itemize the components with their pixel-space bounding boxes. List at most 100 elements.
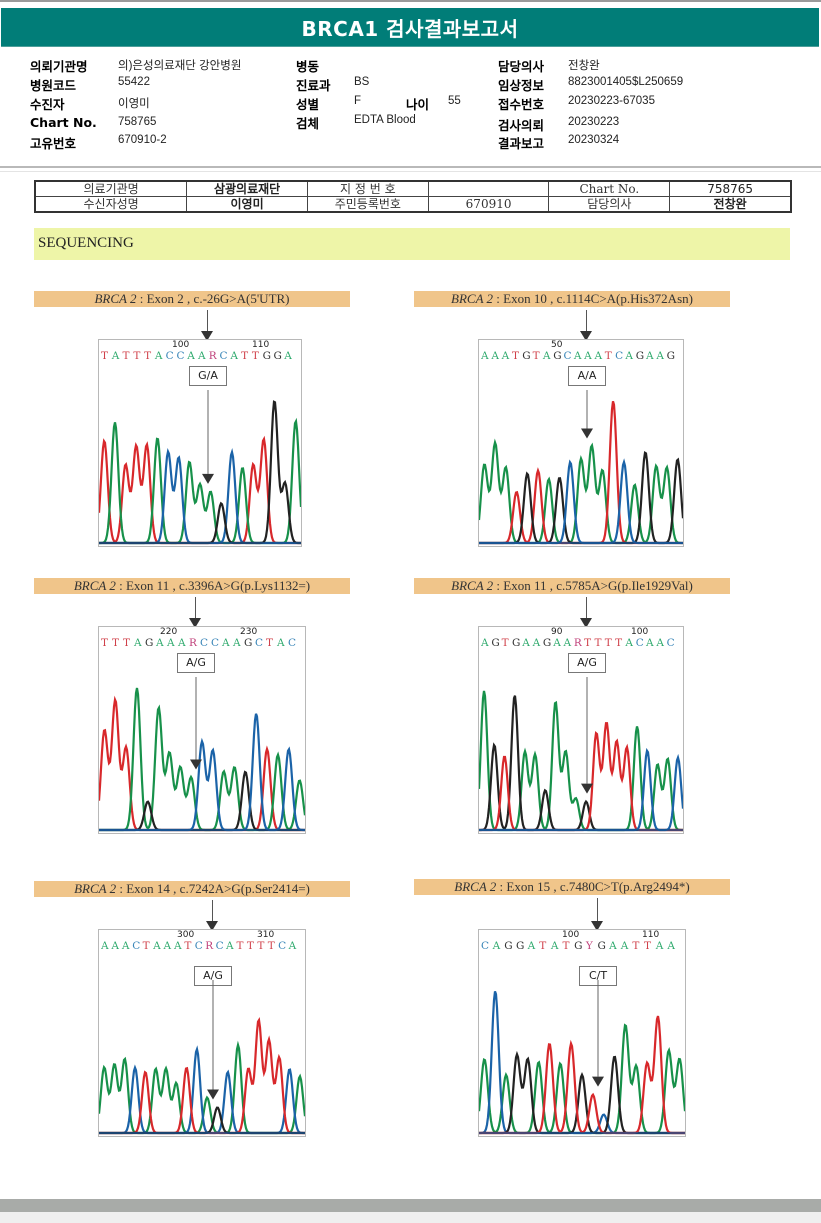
trace-plot [99, 677, 305, 832]
sex-label: 성별 [296, 97, 320, 112]
base-letter: G [553, 350, 562, 362]
base-letter: A [491, 350, 499, 362]
base-letter: A [527, 940, 536, 952]
arrow-down-icon [580, 331, 592, 341]
variant-arrow-icon [202, 473, 214, 484]
base-letter: T [123, 637, 131, 649]
base-letter: A [609, 940, 617, 952]
table-cell: 의료기관명 [34, 180, 188, 197]
base-letter: T [594, 637, 602, 649]
variant-panel: BRCA 2 : Exon 10 , c.1114C>A(p.His372Asn… [414, 291, 744, 561]
report-date-value: 20230324 [568, 134, 620, 146]
position-tick: 110 [252, 340, 270, 350]
table-cell: 주민등록번호 [306, 196, 429, 213]
pointer-line [586, 597, 587, 619]
chromatogram: 220 230 T T T A G A A A R C C A A G C T A C A/G [98, 626, 306, 834]
genotype-call: A/G [177, 653, 215, 673]
receipt-no-value: 20230223-67035 [568, 95, 655, 107]
table-cell: 지 정 번 호 [306, 180, 429, 197]
base-letter: A [532, 637, 541, 649]
variant-panel: BRCA 2 : Exon 14 , c.7242A>G(p.Ser2414=)… [34, 881, 364, 1151]
base-letter: A [230, 350, 238, 362]
base-letter: G [542, 637, 552, 649]
base-letter: G [515, 940, 525, 952]
base-letter: A [501, 350, 510, 362]
sex-value: F [354, 95, 362, 107]
genotype-call: C/T [579, 966, 617, 986]
specimen-label: 검체 [296, 116, 320, 131]
table-cell: Chart No. [548, 180, 671, 197]
base-letter: G [522, 350, 531, 362]
base-letter: G [145, 637, 154, 649]
chart-no-value: 758765 [118, 116, 157, 128]
gene-name: BRCA 2 [451, 578, 494, 593]
base-letter: C [666, 637, 675, 649]
base-letter: C [481, 940, 490, 952]
patient-info: 의뢰기관명 의)은성의료재단 강안병원 병원코드 55422 수진자 이영미 C… [0, 56, 821, 156]
base-letter: A [111, 350, 120, 362]
chromatogram: 100 110 T A T T T A C C A A R C A T T G G A G/A [98, 339, 302, 547]
variant-caption: BRCA 2 : Exon 15 , c.7480C>T(p.Arg2494*) [414, 879, 730, 895]
table-cell: 담당의사 [548, 196, 671, 213]
base-letter: T [604, 637, 612, 649]
table-cell: 전창완 [669, 196, 792, 213]
position-tick: 100 [562, 930, 580, 940]
base-letter: Y [585, 940, 593, 952]
base-letter: T [241, 350, 249, 362]
arrow-down-icon [591, 921, 603, 931]
base-letter: G [262, 350, 272, 362]
base-letter: T [144, 350, 152, 362]
genotype-call: G/A [189, 366, 227, 386]
table-cell: 670910 [427, 196, 550, 213]
base-letter: T [615, 637, 623, 649]
position-tick: 220 [160, 627, 178, 637]
base-letter: A [288, 940, 297, 952]
base-letter: A [481, 637, 489, 649]
report-date-label: 결과보고 [498, 136, 545, 151]
variant-arrow-icon [207, 1089, 219, 1100]
footer-bar [0, 1199, 821, 1212]
base-letter: A [111, 940, 119, 952]
variant-panel: BRCA 2 : Exon 11 , c.3396A>G(p.Lys1132=)… [34, 578, 364, 848]
hospital-code-value: 55422 [118, 76, 150, 88]
trace-plot [99, 980, 305, 1135]
base-letter: A [173, 940, 182, 952]
variant-caption: BRCA 2 : Exon 11 , c.5785A>G(p.Ile1929Va… [414, 578, 730, 594]
position-tick: 110 [642, 930, 660, 940]
trace-plot [479, 677, 683, 832]
variant-arrow-icon [581, 783, 593, 794]
position-tick: 90 [551, 627, 563, 637]
receipt-no-label: 접수번호 [498, 97, 545, 112]
arrow-down-icon [201, 331, 213, 341]
base-letter: A [153, 940, 161, 952]
recipient-label: 수진자 [30, 97, 65, 112]
variant-caption: BRCA 2 : Exon 11 , c.3396A>G(p.Lys1132=) [34, 578, 350, 594]
base-letter: R [573, 637, 582, 649]
base-letter: A [656, 637, 664, 649]
base-letter: T [101, 350, 109, 362]
base-letter: C [563, 350, 572, 362]
table-cell: 삼광의료재단 [186, 180, 308, 197]
base-letter: G [491, 637, 500, 649]
gene-name: BRCA 2 [74, 881, 117, 896]
base-letter: A [594, 350, 603, 362]
base-letter: C [615, 350, 624, 362]
institution-value: 의)은성의료재단 강안병원 [118, 60, 242, 72]
divider [0, 171, 821, 172]
specimen-value: EDTA Blood [354, 114, 416, 126]
base-letter: C [132, 940, 141, 952]
position-tick: 310 [257, 930, 275, 940]
variant-panel: BRCA 2 : Exon 2 , c.-26G>A(5'UTR) 100 110 T… [34, 291, 364, 561]
base-letter: A [121, 940, 130, 952]
pointer-line [212, 900, 213, 922]
base-letter: T [562, 940, 570, 952]
base-letter: R [205, 940, 214, 952]
base-letter: T [133, 350, 141, 362]
base-letter: C [194, 940, 203, 952]
report-title: BRCA1 검사결과보고서 [301, 16, 519, 41]
position-tick: 230 [240, 627, 258, 637]
base-letter: A [667, 940, 675, 952]
chromatogram: 100 110 C A G G A T A T G Y G A A T T A A C/T [478, 929, 686, 1137]
